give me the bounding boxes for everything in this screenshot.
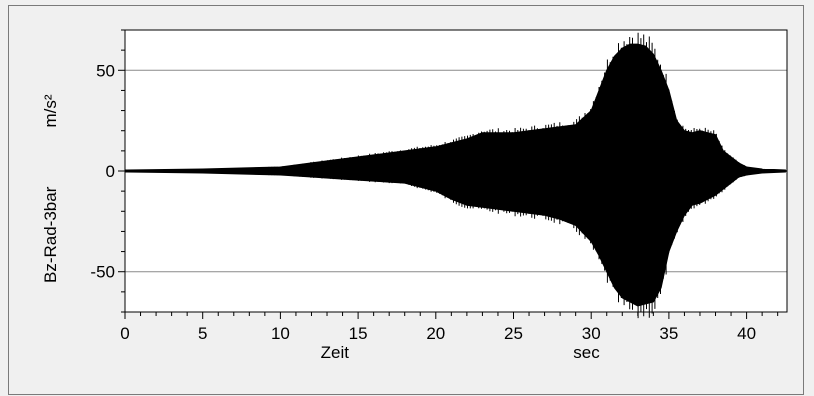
y-axis-label: Bz-Rad-3bar: [41, 186, 60, 283]
x-ticks: 0 5 10 15 20 25 30 35 40: [120, 312, 779, 343]
chart-svg: 0 5 10 15 20 25 30 35 40 -50 0 50 Bz-Rad-3bar m/s²…: [41, 29, 788, 362]
x-tick-label: 30: [582, 324, 601, 343]
x-tick-label: 20: [426, 324, 445, 343]
x-tick-label: 5: [198, 324, 207, 343]
x-tick-label: 10: [271, 324, 290, 343]
x-axis-label: Zeit: [321, 343, 350, 362]
grid-lines: [125, 69, 787, 273]
x-axis-unit: sec: [573, 343, 600, 362]
y-tick-label: 0: [106, 162, 115, 181]
x-tick-label: 0: [120, 324, 129, 343]
x-tick-label: 25: [504, 324, 523, 343]
x-tick-label: 35: [659, 324, 678, 343]
y-ticks: -50 0 50: [90, 29, 125, 313]
x-tick-label: 15: [349, 324, 368, 343]
y-axis-unit: m/s²: [41, 94, 60, 127]
chart-frame: 0 5 10 15 20 25 30 35 40 -50 0 50 Bz-Rad-3bar m/s²…: [8, 5, 804, 395]
y-tick-label: -50: [90, 263, 115, 282]
y-tick-label: 50: [96, 61, 115, 80]
x-tick-label: 40: [737, 324, 756, 343]
